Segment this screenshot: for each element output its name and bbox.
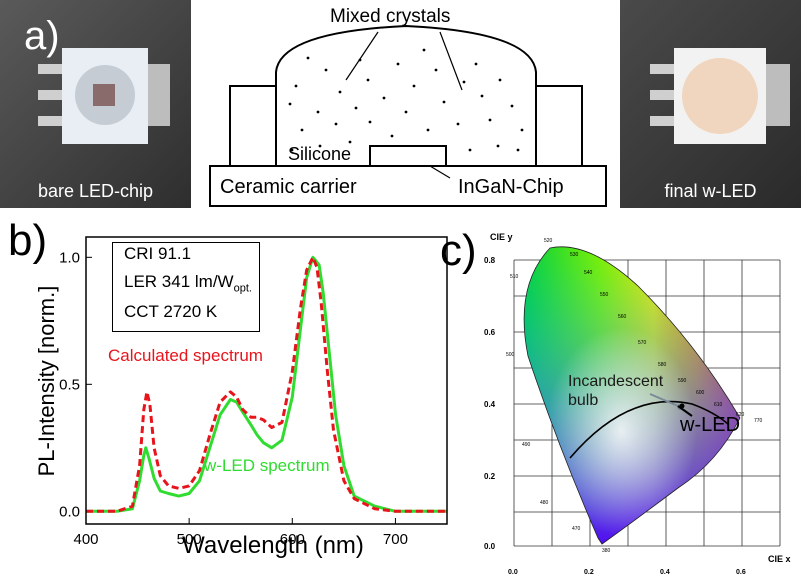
wl-620: 620: [736, 412, 745, 418]
calculated-spectrum-line: [86, 255, 447, 513]
calculated-spectrum-label: Calculated spectrum: [108, 346, 263, 365]
wled-spectrum-line: [86, 255, 447, 513]
wl-560: 560: [618, 314, 627, 320]
final-wled-photo: final w-LED: [620, 0, 801, 208]
wl-380: 380: [602, 548, 611, 554]
wl-480: 480: [540, 500, 549, 506]
y-tick-0.0: 0.0: [484, 542, 496, 551]
wl-600: 600: [696, 390, 705, 396]
final-wled-caption: final w-LED: [664, 181, 757, 201]
panel-c-label: c): [440, 226, 477, 275]
spectrum-info-box: [112, 242, 260, 332]
panel-b-label: b): [8, 216, 48, 265]
incandescent-arrow: [649, 393, 679, 407]
wl-770: 770: [754, 418, 763, 424]
wl-610: 610: [714, 402, 723, 408]
ingan-chip-label: InGaN-Chip: [458, 176, 564, 198]
x-axis-title: Wavelength (nm): [182, 532, 364, 559]
wl-470: 470: [572, 526, 581, 532]
x-tick-label: 400: [73, 531, 98, 548]
wl-510: 510: [510, 274, 519, 280]
silicone-label: Silicone: [288, 144, 352, 164]
wled-label: w-LED: [680, 414, 741, 436]
cct-text: CCT 2720 K: [124, 302, 218, 321]
y-tick-0.8: 0.8: [484, 256, 496, 265]
x-tick-0.2: 0.2: [584, 569, 594, 576]
wl-540: 540: [584, 270, 593, 276]
cie-y-title: CIE y: [490, 232, 513, 242]
ceramic-carrier-label: Ceramic carrier: [220, 176, 357, 198]
x-tick-0.4: 0.4: [660, 569, 670, 576]
y-tick-0.4: 0.4: [484, 400, 496, 409]
wl-570: 570: [638, 340, 647, 346]
y-tick-0.2: 0.2: [484, 472, 496, 481]
bare-led-photo: bare LED-chip: [0, 0, 191, 208]
led-cross-section-diagram: [209, 24, 607, 207]
wled-spectrum-label: w-LED spectrum: [204, 456, 330, 475]
cie-chromaticity-diagram: CIE y CIE x 0.8 0.6 0.4 0.2 0.0 0.0 0.2 …: [484, 232, 791, 576]
cie-x-ticks: 0.0 0.2 0.4 0.6: [508, 569, 746, 576]
cie-x-title: CIE x: [768, 554, 791, 564]
cie-y-ticks: 0.8 0.6 0.4 0.2 0.0: [484, 256, 496, 551]
plot-frame: [85, 236, 448, 525]
x-tick-0.6: 0.6: [736, 569, 746, 576]
ler-main: LER 341 lm/W: [124, 272, 234, 291]
y-tick-0.6: 0.6: [484, 328, 496, 337]
x-tick-label: 700: [383, 531, 408, 548]
bare-led-chip-image: [38, 48, 170, 144]
y-tick-label: 0.5: [59, 376, 80, 393]
planckian-locus: [569, 400, 729, 459]
crystal-dots: [288, 48, 524, 152]
wl-520: 520: [544, 238, 553, 244]
wavelength-marks: 520 530 540 550 560 570 580 590 600 610 …: [506, 238, 763, 554]
final-wled-image: [650, 48, 790, 144]
y-tick-label: 1.0: [59, 249, 80, 266]
y-axis-title: PL-Intensity [norm.]: [34, 286, 59, 477]
ler-subscript: opt.: [233, 282, 252, 295]
x-tick-label: 500: [177, 531, 202, 548]
wl-580: 580: [658, 362, 667, 368]
wl-590: 590: [678, 378, 687, 384]
wled-point: [679, 403, 685, 409]
ler-text: LER 341 lm/Wopt.: [124, 272, 252, 294]
panel-a-label: a): [24, 14, 60, 58]
wl-490: 490: [522, 442, 531, 448]
incandescent-label: Incandescent bulb: [568, 373, 664, 409]
wl-500: 500: [506, 352, 515, 358]
bare-led-caption: bare LED-chip: [37, 181, 154, 201]
mixed-crystals-label: Mixed crystals: [330, 6, 451, 27]
x-tick-label: 600: [280, 531, 305, 548]
wl-550: 550: [600, 292, 609, 298]
x-tick-0.0: 0.0: [508, 569, 518, 576]
y-tick-label: 0.0: [59, 503, 80, 520]
cri-text: CRI 91.1: [124, 244, 192, 263]
wl-530: 530: [570, 252, 579, 258]
